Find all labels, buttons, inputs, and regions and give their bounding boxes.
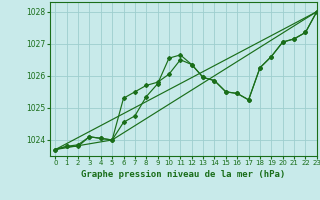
X-axis label: Graphe pression niveau de la mer (hPa): Graphe pression niveau de la mer (hPa) bbox=[81, 170, 285, 179]
